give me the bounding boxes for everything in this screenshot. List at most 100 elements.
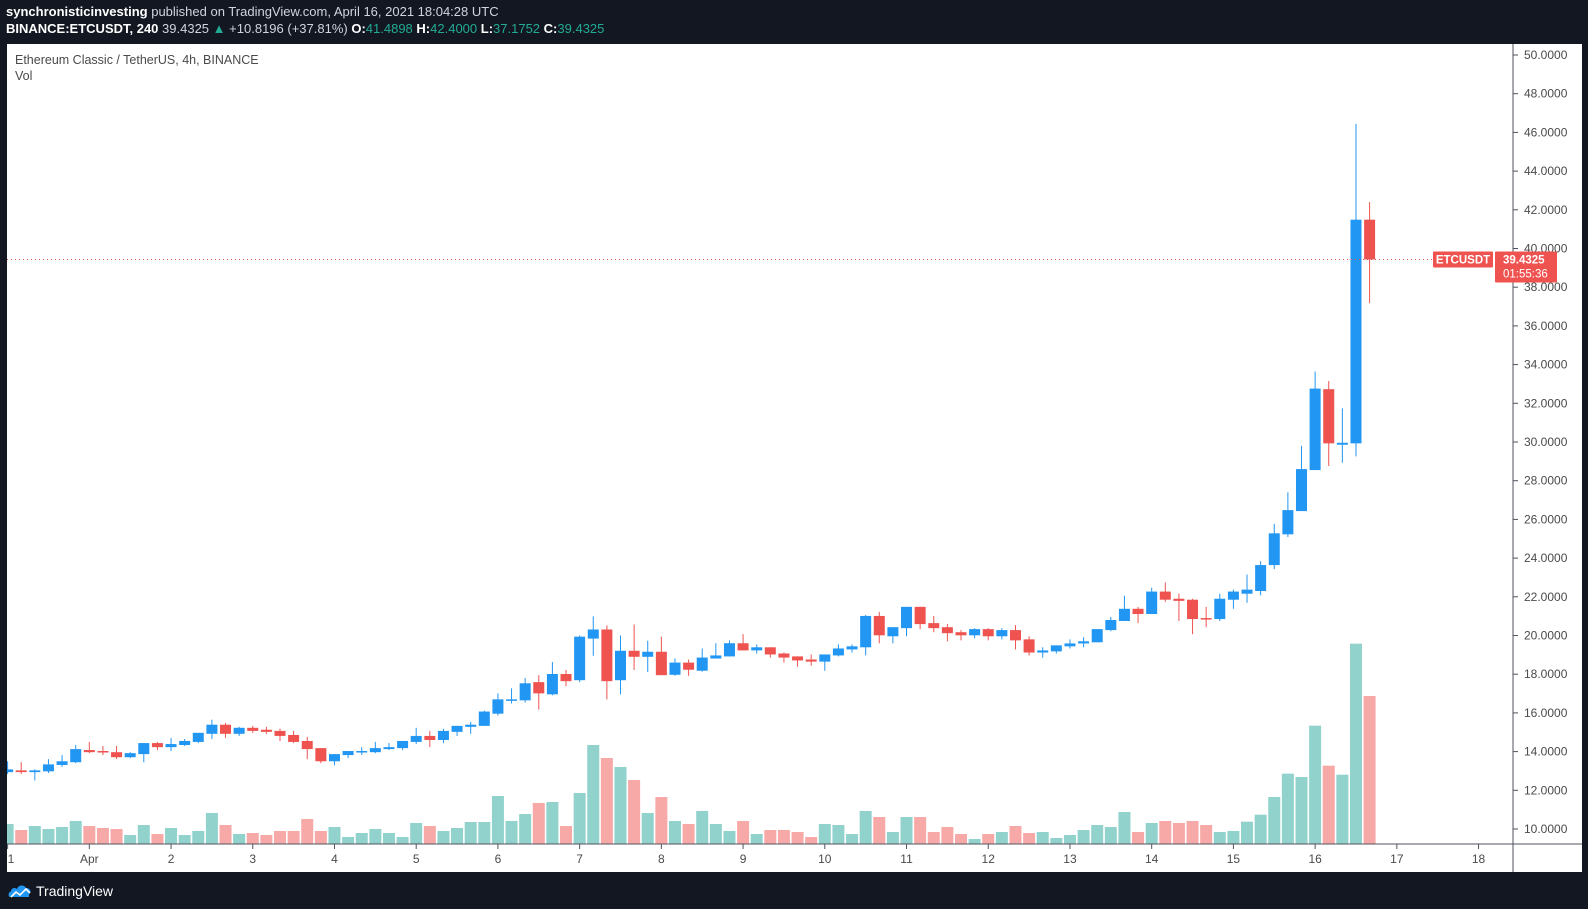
candle-body — [437, 730, 449, 740]
candle — [941, 624, 953, 642]
candle — [151, 741, 163, 751]
candle-body — [206, 724, 218, 734]
candle-body — [628, 650, 640, 657]
candle-body — [1323, 389, 1335, 444]
price-tick-label: 24.0000 — [1524, 551, 1568, 565]
candle-body — [288, 734, 300, 742]
candle — [1187, 598, 1199, 635]
candle — [451, 725, 463, 736]
candle — [846, 644, 858, 653]
candle — [928, 615, 940, 633]
price-tick-label: 18.0000 — [1524, 667, 1568, 681]
candle — [601, 625, 613, 700]
volume-bar — [723, 831, 736, 844]
candle — [519, 678, 531, 703]
candle — [29, 769, 41, 781]
chart-legend-title[interactable]: Ethereum Classic / TetherUS, 4h, BINANCE — [15, 53, 259, 67]
candle-body — [124, 753, 136, 758]
volume-bar — [1349, 643, 1362, 844]
candle — [70, 745, 82, 764]
candle-body — [860, 615, 872, 648]
price-tag-countdown: 01:55:36 — [1503, 268, 1548, 280]
volume-bar — [696, 811, 709, 844]
volume-bar — [246, 833, 259, 844]
price-axis[interactable]: 10.0000 12.0000 14.0000 16.0000 18.0000 20.00… — [1513, 48, 1568, 836]
volume-bar — [165, 828, 178, 844]
chart-legend-volume[interactable]: Vol — [15, 69, 33, 83]
candle-body — [1118, 608, 1130, 621]
tradingview-footer[interactable]: TradingView — [8, 872, 113, 909]
volume-bar — [28, 826, 41, 844]
price-tag-price: 39.4325 — [1503, 254, 1545, 266]
candle-body — [7, 769, 14, 773]
price-tick-label: 42.0000 — [1524, 203, 1568, 217]
volume-bar — [1186, 821, 1199, 844]
candle-body — [1173, 598, 1185, 601]
candle-body — [1187, 599, 1199, 620]
candle-body — [1255, 565, 1267, 591]
volume-bar — [1241, 821, 1254, 844]
candle — [342, 751, 354, 759]
candle — [424, 730, 436, 748]
candle — [1118, 595, 1130, 621]
volume-bar — [287, 831, 300, 844]
price-tick-label: 22.0000 — [1524, 590, 1568, 604]
candle-body — [764, 647, 776, 655]
time-tick-label: Apr — [80, 852, 99, 866]
candle — [873, 611, 885, 644]
candle-body — [56, 761, 68, 765]
candle — [369, 741, 381, 754]
candle-body — [941, 627, 953, 634]
volume-bar — [1159, 821, 1172, 844]
candle — [805, 654, 817, 666]
chart-panel[interactable]: 10.0000 12.0000 14.0000 16.0000 18.0000 20.00… — [7, 44, 1582, 872]
candle-body — [669, 662, 681, 675]
low-label: L: — [480, 21, 494, 36]
volume-bar — [219, 825, 232, 844]
candle — [560, 669, 572, 687]
volume-bar — [355, 833, 368, 844]
candle — [1037, 647, 1049, 658]
candle-body — [1309, 388, 1321, 471]
candle — [492, 693, 504, 716]
candle — [819, 654, 831, 671]
volume-bar — [478, 822, 491, 844]
candle-body — [574, 636, 586, 681]
price-chart[interactable]: 10.0000 12.0000 14.0000 16.0000 18.0000 20.00… — [7, 44, 1582, 872]
volume-bar — [124, 835, 137, 844]
volume-bar — [1132, 832, 1145, 844]
candle — [901, 606, 913, 637]
symbol-label: BINANCE:ETCUSDT, 240 — [6, 21, 159, 36]
volume-bar — [1050, 838, 1063, 844]
volume-bar — [505, 821, 518, 844]
candle — [260, 726, 272, 734]
candle-body — [982, 629, 994, 637]
time-tick-label: 6 — [495, 852, 502, 866]
volume-bar — [995, 832, 1008, 844]
candle — [206, 719, 218, 740]
candle-body — [1146, 591, 1158, 615]
candle-body — [642, 651, 654, 657]
candle — [138, 743, 150, 763]
candle-body — [655, 651, 667, 676]
volume-bars — [7, 643, 1376, 844]
candle — [1296, 445, 1307, 512]
candle — [7, 761, 14, 775]
price-tag-bg — [1495, 251, 1557, 283]
candle-body — [1091, 629, 1103, 643]
price-tick-label: 30.0000 — [1524, 435, 1568, 449]
time-axis[interactable]: 1 Apr 2 3 4 5 6 7 8 9 10 11 12 13 14 15 16 17 18 — [7, 844, 1486, 866]
volume-bar — [668, 821, 681, 844]
candle — [628, 624, 640, 670]
candle — [1227, 589, 1239, 609]
candle — [1078, 637, 1090, 648]
volume-bar — [1268, 797, 1281, 844]
volume-bar — [1281, 773, 1294, 844]
candle-body — [873, 615, 885, 636]
volume-bar — [600, 758, 613, 844]
candle — [1309, 371, 1321, 471]
volume-bar — [873, 817, 886, 844]
candle-body — [29, 770, 41, 773]
candle — [778, 652, 790, 663]
candle — [546, 662, 558, 696]
